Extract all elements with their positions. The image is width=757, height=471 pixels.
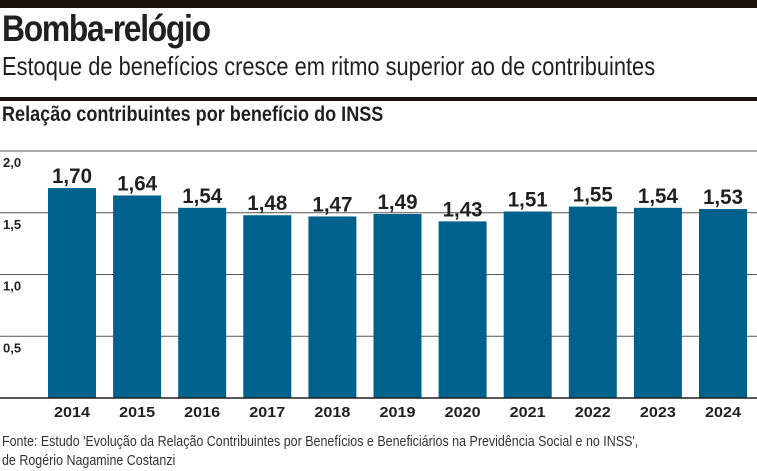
bar-2018 [308,216,357,398]
bar-2021 [503,211,552,398]
source-line-1: Fonte: Estudo 'Evolução da Relação Contr… [2,434,639,450]
bar-2020 [438,221,487,398]
x-tick-label: 2015 [119,404,155,421]
y-tick-label: 1,5 [3,217,21,232]
x-tick-label: 2017 [249,404,285,421]
value-label: 1,43 [443,198,483,221]
divider [0,97,757,101]
bar-2019 [373,213,422,398]
y-tick-label: 1,0 [3,279,21,294]
top-bar [0,0,757,8]
y-tick-label: 2,0 [3,155,21,170]
x-tick-label: 2022 [575,404,611,421]
value-label: 1,49 [378,191,418,214]
bar-2015 [113,195,162,398]
value-label: 1,54 [182,185,222,208]
value-label: 1,70 [52,165,92,188]
section-title: Relação contribuintes por benefício do I… [2,103,384,126]
bar-2017 [243,215,292,398]
value-label: 1,51 [508,189,548,212]
x-tick-label: 2020 [445,404,481,421]
bar-2014 [48,188,96,398]
x-tick-label: 2024 [705,404,742,421]
bar-2024 [699,209,747,398]
source-line-2: de Rogério Nagamine Costanzi [2,453,176,469]
x-tick-label: 2018 [314,404,350,421]
x-tick-label: 2019 [380,404,416,421]
x-tick-label: 2014 [54,404,91,421]
chart-subtitle: Estoque de benefícios cresce em ritmo su… [2,51,656,81]
source-note: Fonte: Estudo 'Evolução da Relação Contr… [2,433,638,471]
chart-title: Bomba-relógio [2,8,211,49]
bar-2022 [568,206,617,398]
value-label: 1,55 [573,184,613,207]
value-label: 1,47 [312,193,352,216]
x-tick-label: 2021 [510,404,546,421]
value-label: 1,48 [247,192,287,215]
value-label: 1,54 [638,185,678,208]
bar-2016 [178,207,227,398]
x-tick-label: 2016 [184,404,220,421]
x-tick-label: 2023 [640,404,676,421]
bar-2023 [633,207,682,398]
value-label: 1,64 [117,172,157,195]
y-tick-label: 0,5 [3,340,21,355]
value-label: 1,53 [703,186,743,209]
